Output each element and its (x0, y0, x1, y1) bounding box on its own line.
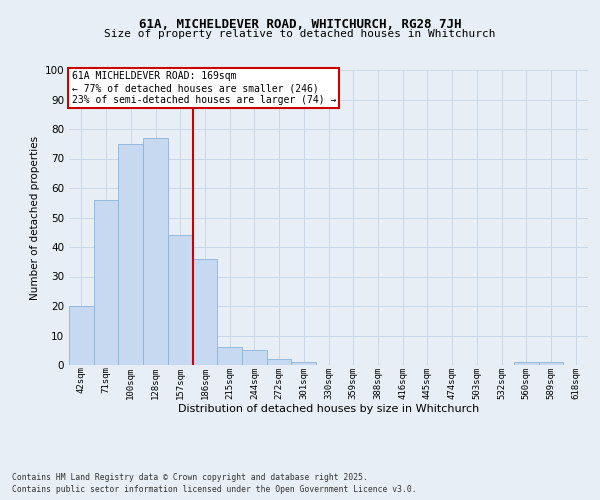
Bar (193, 259, 217, 365)
Bar (217, 348, 242, 365)
Bar (143, 138, 168, 365)
Text: 61A, MICHELDEVER ROAD, WHITCHURCH, RG28 7JH: 61A, MICHELDEVER ROAD, WHITCHURCH, RG28 … (139, 18, 461, 30)
Bar (292, 362, 316, 365)
Bar (242, 350, 267, 365)
Text: Contains public sector information licensed under the Open Government Licence v3: Contains public sector information licen… (12, 485, 416, 494)
Text: Size of property relative to detached houses in Whitchurch: Size of property relative to detached ho… (104, 29, 496, 39)
Y-axis label: Number of detached properties: Number of detached properties (31, 136, 40, 300)
Bar (267, 359, 292, 365)
Bar (69, 306, 94, 365)
Text: Contains HM Land Registry data © Crown copyright and database right 2025.: Contains HM Land Registry data © Crown c… (12, 472, 368, 482)
X-axis label: Distribution of detached houses by size in Whitchurch: Distribution of detached houses by size … (178, 404, 479, 414)
Bar (539, 362, 563, 365)
Bar (514, 362, 539, 365)
Bar (168, 235, 193, 365)
Text: 61A MICHELDEVER ROAD: 169sqm
← 77% of detached houses are smaller (246)
23% of s: 61A MICHELDEVER ROAD: 169sqm ← 77% of de… (71, 72, 336, 104)
Bar (94, 200, 118, 365)
Bar (118, 144, 143, 365)
